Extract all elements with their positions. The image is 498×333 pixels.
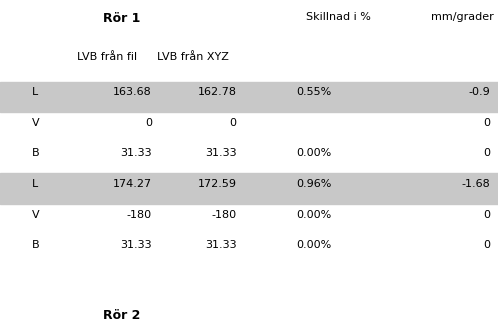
Text: mm/grader: mm/grader [431, 12, 494, 22]
Text: LVB från fil: LVB från fil [77, 52, 137, 62]
Text: V: V [32, 210, 40, 220]
Text: 0: 0 [484, 210, 491, 220]
Text: V: V [32, 118, 40, 128]
Text: 31.33: 31.33 [120, 149, 152, 159]
Text: 0.00%: 0.00% [296, 149, 331, 159]
Text: -0.9: -0.9 [469, 87, 491, 97]
Text: -1.68: -1.68 [462, 179, 491, 189]
Text: 174.27: 174.27 [113, 179, 152, 189]
Text: 0: 0 [484, 149, 491, 159]
Text: Rör 1: Rör 1 [103, 12, 141, 25]
Text: 162.78: 162.78 [198, 87, 237, 97]
Text: L: L [32, 87, 39, 97]
Text: 0.55%: 0.55% [296, 87, 331, 97]
Text: 0: 0 [484, 240, 491, 250]
Text: LVB från XYZ: LVB från XYZ [157, 52, 229, 62]
Text: -180: -180 [127, 210, 152, 220]
Text: B: B [32, 149, 40, 159]
Text: Skillnad i %: Skillnad i % [306, 12, 371, 22]
Text: 0.96%: 0.96% [296, 179, 331, 189]
Text: 0: 0 [484, 118, 491, 128]
Text: 172.59: 172.59 [198, 179, 237, 189]
Text: L: L [32, 179, 39, 189]
Text: 0: 0 [230, 118, 237, 128]
Text: -180: -180 [212, 210, 237, 220]
Text: 0: 0 [145, 118, 152, 128]
Text: 0.00%: 0.00% [296, 240, 331, 250]
Bar [0, 173, 498, 204]
Text: Rör 2: Rör 2 [103, 309, 141, 322]
Bar [0, 82, 498, 112]
Text: B: B [32, 240, 40, 250]
Text: 163.68: 163.68 [113, 87, 152, 97]
Text: 31.33: 31.33 [120, 240, 152, 250]
Text: 0.00%: 0.00% [296, 210, 331, 220]
Text: 31.33: 31.33 [205, 240, 237, 250]
Text: 31.33: 31.33 [205, 149, 237, 159]
